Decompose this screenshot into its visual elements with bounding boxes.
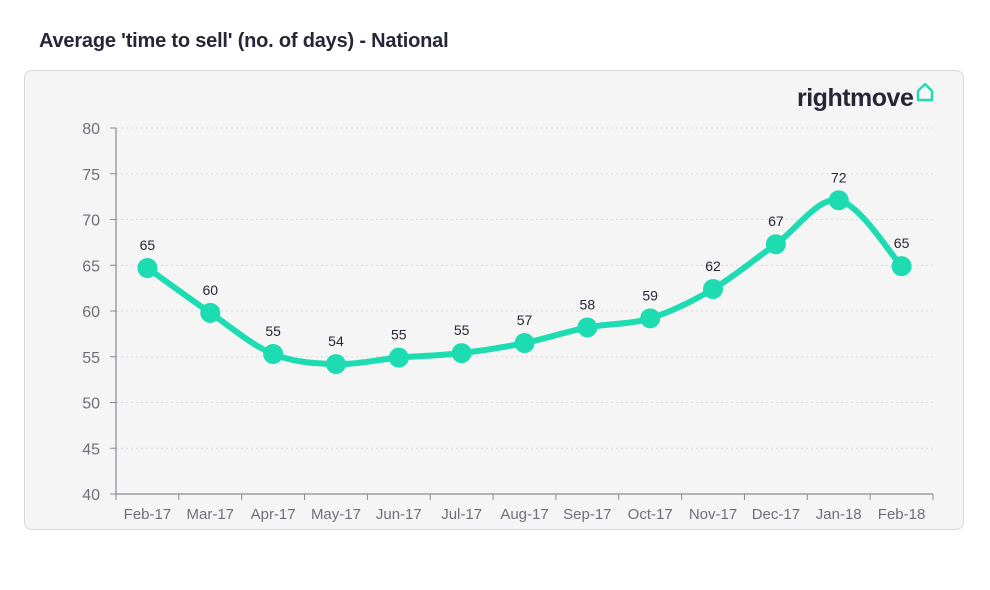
x-tick-label: Jul-17 (441, 506, 482, 523)
y-tick-label: 70 (82, 213, 100, 230)
y-tick-label: 75 (82, 167, 100, 184)
x-tick-label: Mar-17 (187, 506, 235, 523)
data-label: 58 (580, 296, 596, 312)
grid-lines (116, 127, 933, 449)
x-tick-label: Aug-17 (500, 506, 548, 523)
data-point (451, 343, 472, 364)
data-label: 60 (202, 282, 218, 298)
rightmove-logo: rightmove (797, 79, 935, 113)
data-label: 55 (454, 322, 470, 338)
y-tick-label: 65 (82, 258, 100, 275)
data-label: 67 (768, 213, 784, 229)
data-label: 62 (705, 258, 721, 274)
logo-text: rightmove (797, 84, 914, 112)
data-point (891, 256, 912, 277)
data-point (325, 354, 346, 375)
x-tick-label: Feb-17 (124, 506, 172, 523)
data-label: 65 (140, 237, 156, 253)
x-tick-label: Dec-17 (752, 506, 800, 523)
x-tick-label: Nov-17 (689, 506, 737, 523)
x-tick-label: Jan-18 (816, 506, 862, 523)
data-label: 55 (265, 323, 281, 339)
x-tick-label: Feb-18 (878, 506, 926, 523)
x-tick-label: Apr-17 (251, 506, 296, 523)
data-label: 65 (894, 235, 910, 251)
axes (110, 127, 934, 500)
data-point (388, 347, 409, 368)
data-label: 54 (328, 333, 344, 349)
y-tick-labels: 40 45 50 55 60 65 70 75 80 (82, 121, 100, 504)
chart-panel: rightmove (24, 70, 964, 530)
x-tick-label: Sep-17 (563, 506, 611, 523)
x-tick-label: Jun-17 (376, 506, 422, 523)
data-point (640, 308, 661, 329)
x-tick-label: May-17 (311, 506, 361, 523)
y-tick-label: 40 (82, 487, 100, 504)
x-tick-labels: Feb-17 Mar-17 Apr-17 May-17 Jun-17 Jul-17 Aug-… (124, 506, 926, 523)
data-point (514, 333, 535, 354)
data-label: 72 (831, 169, 847, 185)
data-point (828, 190, 849, 211)
data-point (200, 302, 221, 323)
data-label: 57 (517, 312, 533, 328)
chart-title: Average 'time to sell' (no. of days) - N… (39, 30, 449, 52)
data-point (703, 279, 724, 300)
data-points (137, 190, 912, 375)
y-tick-label: 80 (82, 121, 100, 138)
house-icon (917, 82, 934, 102)
data-point (765, 234, 786, 255)
data-point (263, 344, 284, 365)
data-label: 59 (642, 287, 658, 303)
data-point (137, 257, 158, 278)
data-labels: 65 60 55 54 55 55 57 58 59 62 67 72 65 (140, 169, 910, 349)
y-tick-label: 60 (82, 304, 100, 321)
x-tick-label: Oct-17 (628, 506, 673, 523)
y-tick-label: 45 (82, 441, 100, 458)
data-label: 55 (391, 327, 407, 343)
data-point (577, 317, 598, 338)
y-tick-label: 50 (82, 396, 100, 413)
y-tick-label: 55 (82, 350, 100, 367)
